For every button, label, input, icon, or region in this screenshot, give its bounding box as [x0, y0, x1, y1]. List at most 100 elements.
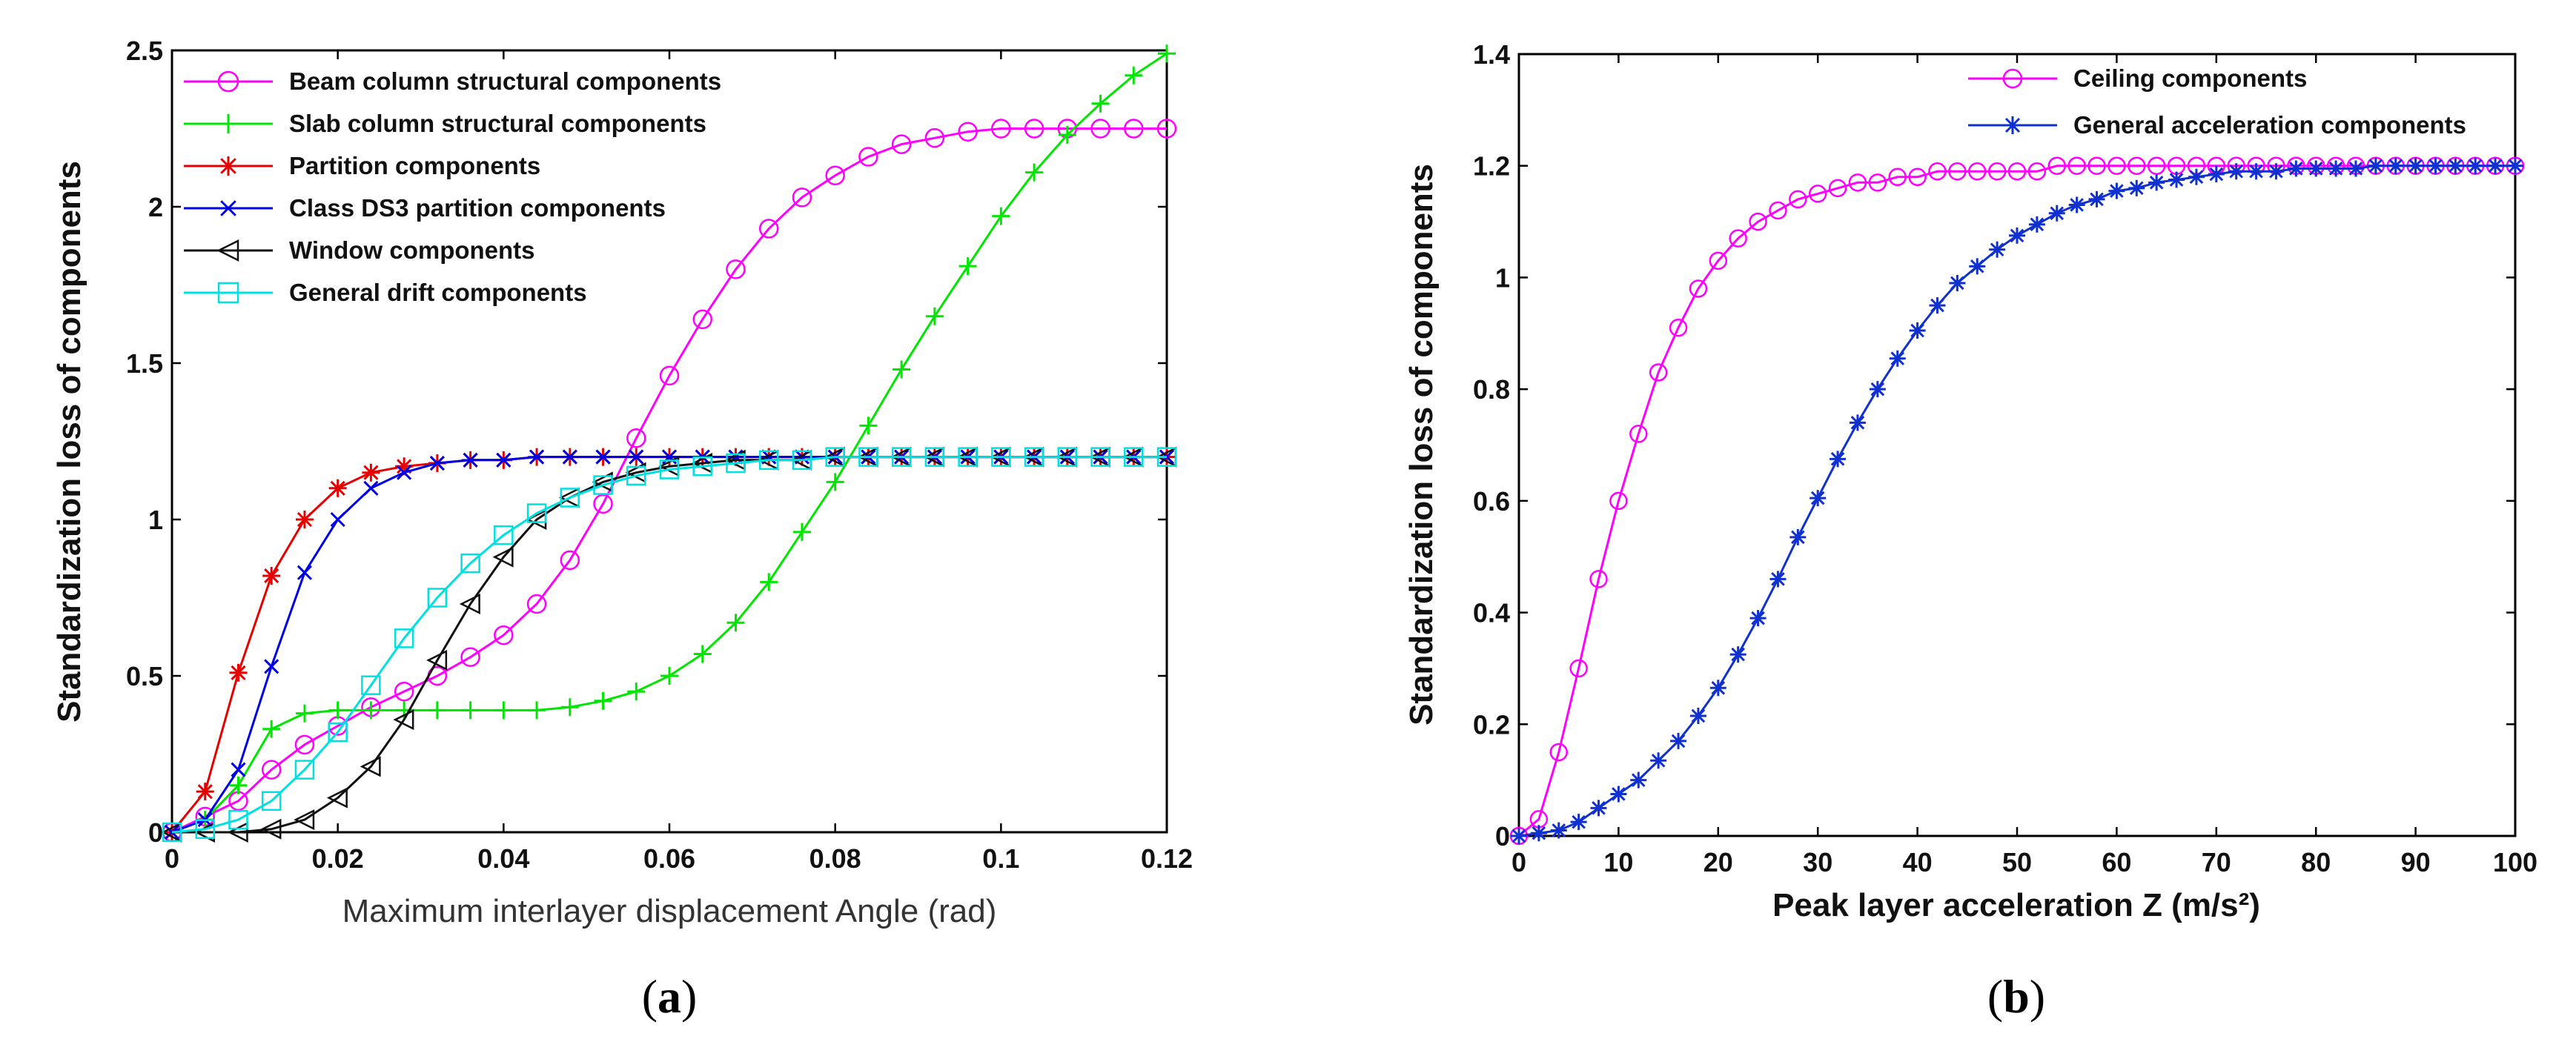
a-legend-item: Slab column structural components [184, 110, 706, 137]
a-data-point [593, 494, 613, 514]
panel-b-ticks: 0 10 20 30 40 50 60 70 80 90 100 0 0.2 0.4 0.6 0.8 1 1.2 1… [1473, 39, 2537, 877]
a-data-point [660, 667, 678, 685]
a-data-point [1158, 44, 1176, 63]
a-legend-marker [220, 200, 236, 216]
b-data-point [1729, 646, 1746, 663]
b-y-tick-label: 1.4 [1473, 39, 1510, 70]
a-x-tick-label: 0.1 [982, 843, 1019, 874]
b-data-point [1909, 322, 1926, 339]
a-data-point [229, 776, 248, 794]
a-legend-label: Class DS3 partition components [289, 194, 666, 222]
b-data-point [1709, 680, 1726, 697]
b-data-point [2347, 160, 2364, 177]
b-data-point [1511, 828, 1527, 844]
a-data-point [494, 701, 513, 720]
a-data-point [1058, 125, 1076, 144]
a-data-point [858, 447, 878, 467]
b-data-point [1810, 490, 1827, 507]
b-x-tick-label: 100 [2493, 847, 2537, 877]
b-data-point [1649, 363, 1668, 382]
b-data-point [2308, 160, 2325, 177]
a-data-point [659, 365, 680, 386]
panel-b-legend: Ceiling components General acceleration c… [1968, 64, 2466, 139]
a-data-point [362, 701, 380, 720]
a-data-point [360, 756, 381, 777]
a-x-tick-label: 0.08 [809, 843, 861, 874]
b-data-point [1769, 571, 1787, 588]
a-data-point [1091, 94, 1110, 113]
a-data-point [825, 165, 845, 186]
b-data-point [2147, 156, 2166, 175]
b-data-point [1830, 451, 1847, 468]
a-x-tick-label: 0.06 [643, 843, 695, 874]
b-x-tick-label: 10 [1603, 847, 1633, 877]
a-legend-item: General drift components [184, 279, 587, 306]
a-data-point [893, 360, 911, 379]
a-data-point [394, 681, 414, 702]
b-data-point [1749, 610, 1767, 627]
a-legend-item: Partition components [184, 152, 540, 179]
b-data-point [1570, 814, 1587, 831]
a-data-point [326, 787, 348, 809]
a-data-point [726, 614, 745, 632]
panel-a-caption: (a) [642, 970, 698, 1023]
b-legend-label: Ceiling components [2073, 64, 2307, 92]
a-data-point [992, 207, 1010, 225]
a-data-point [726, 259, 746, 279]
b-data-point [1630, 771, 1647, 789]
a-data-point [560, 488, 580, 508]
b-data-point [1610, 786, 1627, 803]
b-data-point [2467, 157, 2484, 174]
panel-b-plot-frame [1517, 53, 2517, 837]
b-data-point [2148, 174, 2165, 191]
b-data-point [1929, 297, 1946, 314]
a-data-point [595, 449, 611, 465]
b-data-point [2068, 196, 2085, 213]
b-data-point [2507, 157, 2523, 174]
a-data-point [328, 479, 347, 497]
b-data-point [2108, 156, 2126, 175]
a-data-point [328, 722, 348, 743]
a-data-point [496, 452, 511, 468]
b-data-point [1769, 201, 1787, 220]
b-data-point [1669, 319, 1688, 337]
panel-b-caption-letter: b [2003, 970, 2030, 1023]
a-data-point [427, 588, 448, 608]
b-data-point [2188, 168, 2205, 185]
b-x-tick-label: 0 [1512, 847, 1526, 877]
a-data-point [262, 566, 281, 585]
b-y-tick-label: 0.8 [1473, 374, 1510, 405]
b-data-point [2048, 205, 2065, 222]
b-data-point [1967, 162, 1987, 181]
b-x-tick-label: 30 [1803, 847, 1832, 877]
b-y-tick-label: 1 [1495, 262, 1510, 293]
a-y-tick-label: 0.5 [126, 661, 163, 691]
a-legend-marker [219, 114, 238, 133]
b-data-point [1949, 274, 1966, 291]
a-data-point [1124, 119, 1144, 139]
b-data-point [1729, 229, 1747, 248]
a-data-point [693, 645, 712, 663]
a-data-point [991, 119, 1011, 139]
a-data-point [792, 522, 811, 541]
b-data-point [2228, 163, 2245, 180]
a-data-point [397, 465, 412, 480]
b-data-point [2007, 162, 2027, 181]
a-legend-item: Window components [184, 236, 535, 264]
a-data-point [760, 573, 778, 591]
b-data-point [1869, 381, 1886, 398]
a-data-point [627, 683, 646, 701]
a-legend-label: Partition components [289, 152, 540, 179]
a-y-tick-label: 2.5 [126, 36, 163, 66]
a-data-point [426, 649, 448, 671]
a-data-point [758, 219, 779, 239]
a-data-point [626, 465, 646, 486]
b-data-point [2168, 171, 2185, 188]
b-data-point [2027, 162, 2047, 181]
a-data-point [361, 675, 381, 695]
b-data-point [1828, 179, 1847, 198]
b-data-point [1989, 241, 2006, 258]
a-data-point [260, 818, 282, 840]
b-x-tick-label: 80 [2301, 847, 2331, 877]
